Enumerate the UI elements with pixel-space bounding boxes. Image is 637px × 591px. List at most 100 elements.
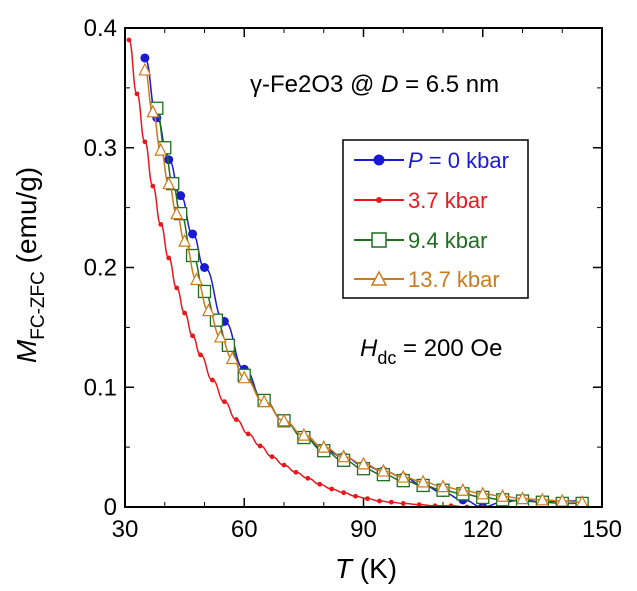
- x-tick-label: 30: [112, 516, 139, 543]
- data-point: [305, 475, 311, 481]
- data-point: [162, 176, 176, 190]
- data-point: [576, 494, 589, 507]
- x-tick-label: 90: [350, 516, 377, 543]
- annotation-field-h: H: [360, 335, 378, 362]
- series-3: [138, 62, 589, 507]
- y-tick-label: 0.4: [84, 15, 117, 42]
- data-point: [329, 486, 335, 492]
- annotation-sample-prefix: γ-Fe2O3 @: [250, 71, 381, 98]
- x-tick-label: 150: [582, 516, 622, 543]
- legend-entry-p37: 3.7 kbar: [354, 188, 488, 213]
- annotation-field-sub: dc: [377, 348, 396, 368]
- legend-marker-p94: [371, 232, 387, 248]
- data-point: [200, 263, 209, 272]
- data-point: [281, 462, 287, 468]
- data-point: [257, 394, 271, 408]
- data-point: [190, 272, 204, 286]
- legend-label-p94: 9.4 kbar: [408, 228, 488, 253]
- data-point: [140, 53, 150, 63]
- data-point: [297, 427, 311, 441]
- data-point: [245, 431, 251, 437]
- data-point: [166, 255, 172, 261]
- legend-label-p137: 13.7 kbar: [408, 267, 500, 292]
- legend-label-p0: P = 0 kbar: [408, 148, 509, 173]
- data-point: [126, 37, 132, 43]
- data-point: [150, 183, 156, 189]
- data-point: [233, 417, 239, 422]
- data-point: [174, 285, 180, 291]
- data-point: [376, 463, 390, 477]
- x-axis-title-t: T: [335, 553, 354, 584]
- data-point: [154, 142, 168, 156]
- data-point: [456, 482, 470, 496]
- data-point: [170, 206, 184, 220]
- data-point: [158, 221, 164, 227]
- data-point: [317, 439, 331, 453]
- data-point: [353, 493, 358, 499]
- data-point: [221, 399, 227, 405]
- annotation-sample-d: D: [381, 71, 398, 98]
- data-point: [225, 351, 239, 365]
- data-point: [293, 469, 299, 475]
- series-1: [126, 37, 486, 507]
- y-axis-title-m: M: [11, 339, 42, 363]
- y-tick-label: 0.3: [84, 135, 117, 162]
- x-axis-title: T (K): [335, 553, 397, 584]
- legend-label-p0-rest: = 0 kbar: [423, 148, 509, 173]
- y-axis-title: MFC-ZFC (emu/g): [11, 167, 49, 363]
- data-point: [388, 499, 394, 505]
- data-point: [138, 62, 152, 76]
- data-point: [341, 490, 347, 496]
- legend-marker-p137: [370, 270, 388, 286]
- data-point: [269, 454, 275, 460]
- data-point: [237, 370, 251, 384]
- legend-entry-p137: 13.7 kbar: [354, 267, 500, 292]
- data-point: [142, 139, 148, 145]
- x-axis-title-unit: (K): [352, 553, 397, 584]
- data-point: [337, 449, 351, 463]
- legend-marker-p0: [373, 154, 385, 166]
- data-point: [176, 191, 186, 201]
- y-axis-title-sub: FC-ZFC: [28, 271, 49, 340]
- data-point: [213, 329, 227, 343]
- annotation-sample-value: = 6.5 nm: [398, 71, 499, 98]
- annotation-sample: γ-Fe2O3 @ D = 6.5 nm: [250, 71, 499, 98]
- data-point: [357, 456, 370, 470]
- data-point: [400, 501, 406, 506]
- data-point: [317, 481, 323, 487]
- plot-frame: [124, 27, 603, 508]
- legend-marker-p37: [376, 197, 382, 203]
- data-point: [202, 303, 215, 317]
- data-point: [198, 352, 203, 358]
- y-tick-label: 0: [104, 494, 117, 521]
- legend-box: [342, 139, 529, 299]
- data-point: [146, 104, 160, 118]
- data-point: [535, 492, 549, 506]
- annotation-field-value: = 200 Oe: [396, 335, 502, 362]
- series-line-3: [144, 69, 583, 503]
- data-point: [210, 377, 215, 383]
- data-point: [182, 310, 188, 316]
- y-tick-label: 0.1: [84, 374, 117, 401]
- data-point: [365, 496, 370, 502]
- data-point: [257, 443, 263, 449]
- series-layer: [126, 37, 589, 507]
- data-point: [188, 229, 198, 239]
- legend-entry-p94: 9.4 kbar: [354, 228, 488, 253]
- x-tick-label: 120: [463, 516, 503, 543]
- axes-ticks: 30 60 90 120 150 0 0.1 0.2 0.3 0.4: [84, 15, 622, 543]
- legend-label-p37: 3.7 kbar: [408, 188, 488, 213]
- data-point: [476, 486, 490, 500]
- y-tick-label: 0.2: [84, 255, 117, 282]
- data-point: [416, 502, 422, 507]
- x-tick-label: 60: [231, 516, 258, 543]
- legend-entry-p0: P = 0 kbar: [354, 148, 509, 173]
- annotation-field: Hdc = 200 Oe: [360, 335, 502, 368]
- data-point: [496, 488, 510, 502]
- y-axis-title-unit: (emu/g): [11, 167, 42, 271]
- legend-label-p0-p: P: [408, 148, 423, 173]
- data-point: [277, 413, 291, 427]
- data-point: [134, 91, 140, 97]
- data-point: [516, 491, 529, 505]
